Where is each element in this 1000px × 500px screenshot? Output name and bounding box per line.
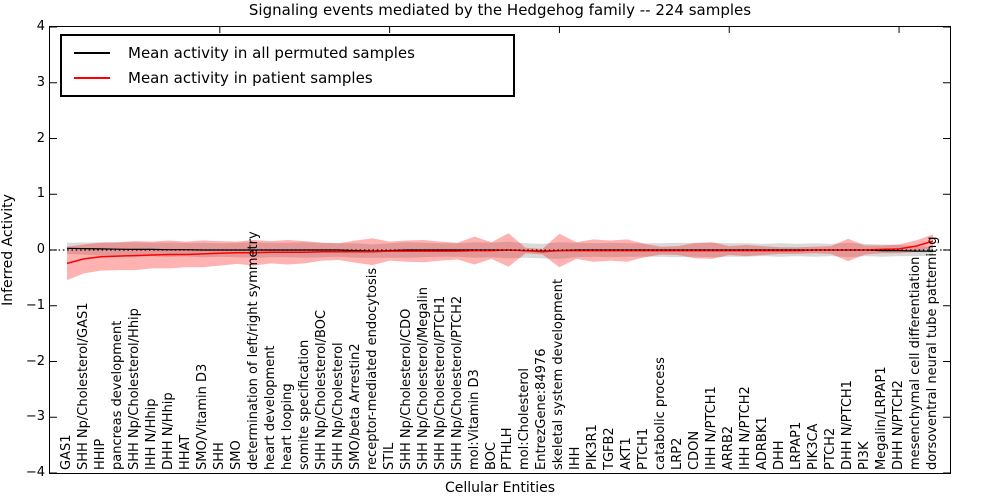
x-tick-label: heart development [262, 345, 278, 470]
plot-area [49, 26, 951, 474]
x-tick-label: catabolic process [653, 357, 669, 470]
x-tick-label: mol:Vitamin D3 [466, 369, 482, 470]
x-tick-label: IHH N/PTCH1 [704, 386, 720, 470]
x-tick-label: SHH Np/Cholesterol/Megalin [415, 287, 431, 470]
x-tick-label: PTCH2 [823, 427, 839, 470]
y-tick-label: 0 [36, 242, 45, 257]
x-tick-label: EntrezGene:84976 [534, 348, 550, 470]
x-tick-label: IHH N/PTCH2 [738, 386, 754, 470]
x-tick-label: receptor-mediated endocytosis [364, 267, 380, 470]
y-tick-label: −1 [25, 297, 45, 313]
x-tick-label: mol:Cholesterol [517, 368, 533, 470]
x-tick-label: IHH N/Hhip [143, 398, 159, 471]
y-tick-label: −2 [25, 353, 45, 369]
x-tick-label: somite specification [296, 339, 312, 470]
x-tick-label: PTCH1 [636, 427, 652, 470]
x-tick-label: DHH N/PTCH2 [891, 380, 907, 470]
x-tick-label: DHH N/PTCH1 [840, 380, 856, 470]
x-tick-label: AKT1 [619, 437, 635, 470]
x-tick-label: DHH N/Hhip [160, 392, 176, 470]
x-tick-label: GAS1 [58, 434, 74, 471]
x-tick-label: ARRB2 [721, 425, 737, 470]
x-tick-label: heart looping [279, 383, 295, 470]
x-tick-label: PIK3R1 [585, 424, 601, 470]
chart-title: Signaling events mediated by the Hedgeho… [248, 1, 752, 19]
x-tick-label: DHH [772, 440, 788, 470]
x-tick-label: dorsoventral neural tube patterning [925, 236, 941, 470]
legend-label-permuted: Mean activity in all permuted samples [128, 43, 415, 62]
x-tick-label: PTHLH [500, 427, 516, 470]
x-tick-label: BOC [483, 442, 499, 470]
x-tick-label: mesenchymal cell differentiation [908, 256, 924, 470]
chart-legend: Mean activity in all permuted samples Me… [60, 34, 515, 97]
legend-item-permuted: Mean activity in all permuted samples [62, 44, 513, 62]
x-tick-label: SHH Np/Cholesterol/BOC [313, 309, 329, 470]
x-tick-label: STIL [381, 442, 397, 470]
red-line-swatch [74, 77, 110, 80]
x-tick-label: IHH [568, 446, 584, 470]
y-tick-label: 4 [36, 19, 45, 34]
y-tick-label: −4 [25, 465, 45, 480]
x-tick-label: SHH Np/Cholesterol/PTCH2 [449, 295, 465, 470]
patient-std-band [67, 233, 933, 281]
x-axis-label: Cellular Entities [444, 480, 556, 496]
x-tick-label: pancreas development [109, 320, 125, 470]
x-tick-label: LRPAP1 [789, 421, 805, 470]
x-tick-label: TGFB2 [602, 427, 618, 470]
x-tick-label: Megalin/LRPAP1 [874, 366, 890, 470]
legend-item-patient: Mean activity in patient samples [62, 69, 513, 87]
x-tick-label: SHH Np/Cholesterol [330, 342, 346, 470]
x-tick-label: ADRBK1 [755, 416, 771, 470]
x-tick-label: PIK3CA [806, 423, 822, 470]
x-tick-label: LRP2 [670, 437, 686, 470]
y-tick-label: 3 [36, 74, 45, 90]
x-tick-label: skeletal system development [551, 278, 567, 470]
x-tick-label: SHH Np/Cholesterol/PTCH1 [432, 295, 448, 470]
y-tick-label: 1 [36, 186, 45, 202]
x-tick-label: SMO [228, 440, 244, 470]
x-tick-label: SHH Np/Cholesterol/Hhip [126, 308, 142, 470]
x-tick-label: SMO/Vitamin D3 [194, 363, 210, 470]
x-tick-label: HHAT [177, 434, 193, 470]
x-tick-label: SHH Np/Cholesterol/GAS1 [75, 302, 91, 470]
patient-mean-line [66, 240, 934, 265]
legend-label-patient: Mean activity in patient samples [128, 69, 373, 88]
x-tick-label: HHIP [92, 438, 108, 470]
y-tick-label: 2 [36, 130, 45, 146]
x-tick-label: CDON [687, 430, 703, 470]
x-tick-label: PI3K [857, 441, 873, 470]
x-tick-label: determination of left/right symmetry [245, 231, 261, 470]
y-tick-label: −3 [25, 409, 45, 425]
x-tick-label: SMO/beta Arrestin2 [347, 343, 363, 470]
chart-svg [50, 27, 950, 473]
x-tick-label: SHH Np/Cholesterol/CDO [398, 308, 414, 470]
black-line-swatch [74, 51, 110, 54]
x-tick-label: SHH [211, 442, 227, 470]
